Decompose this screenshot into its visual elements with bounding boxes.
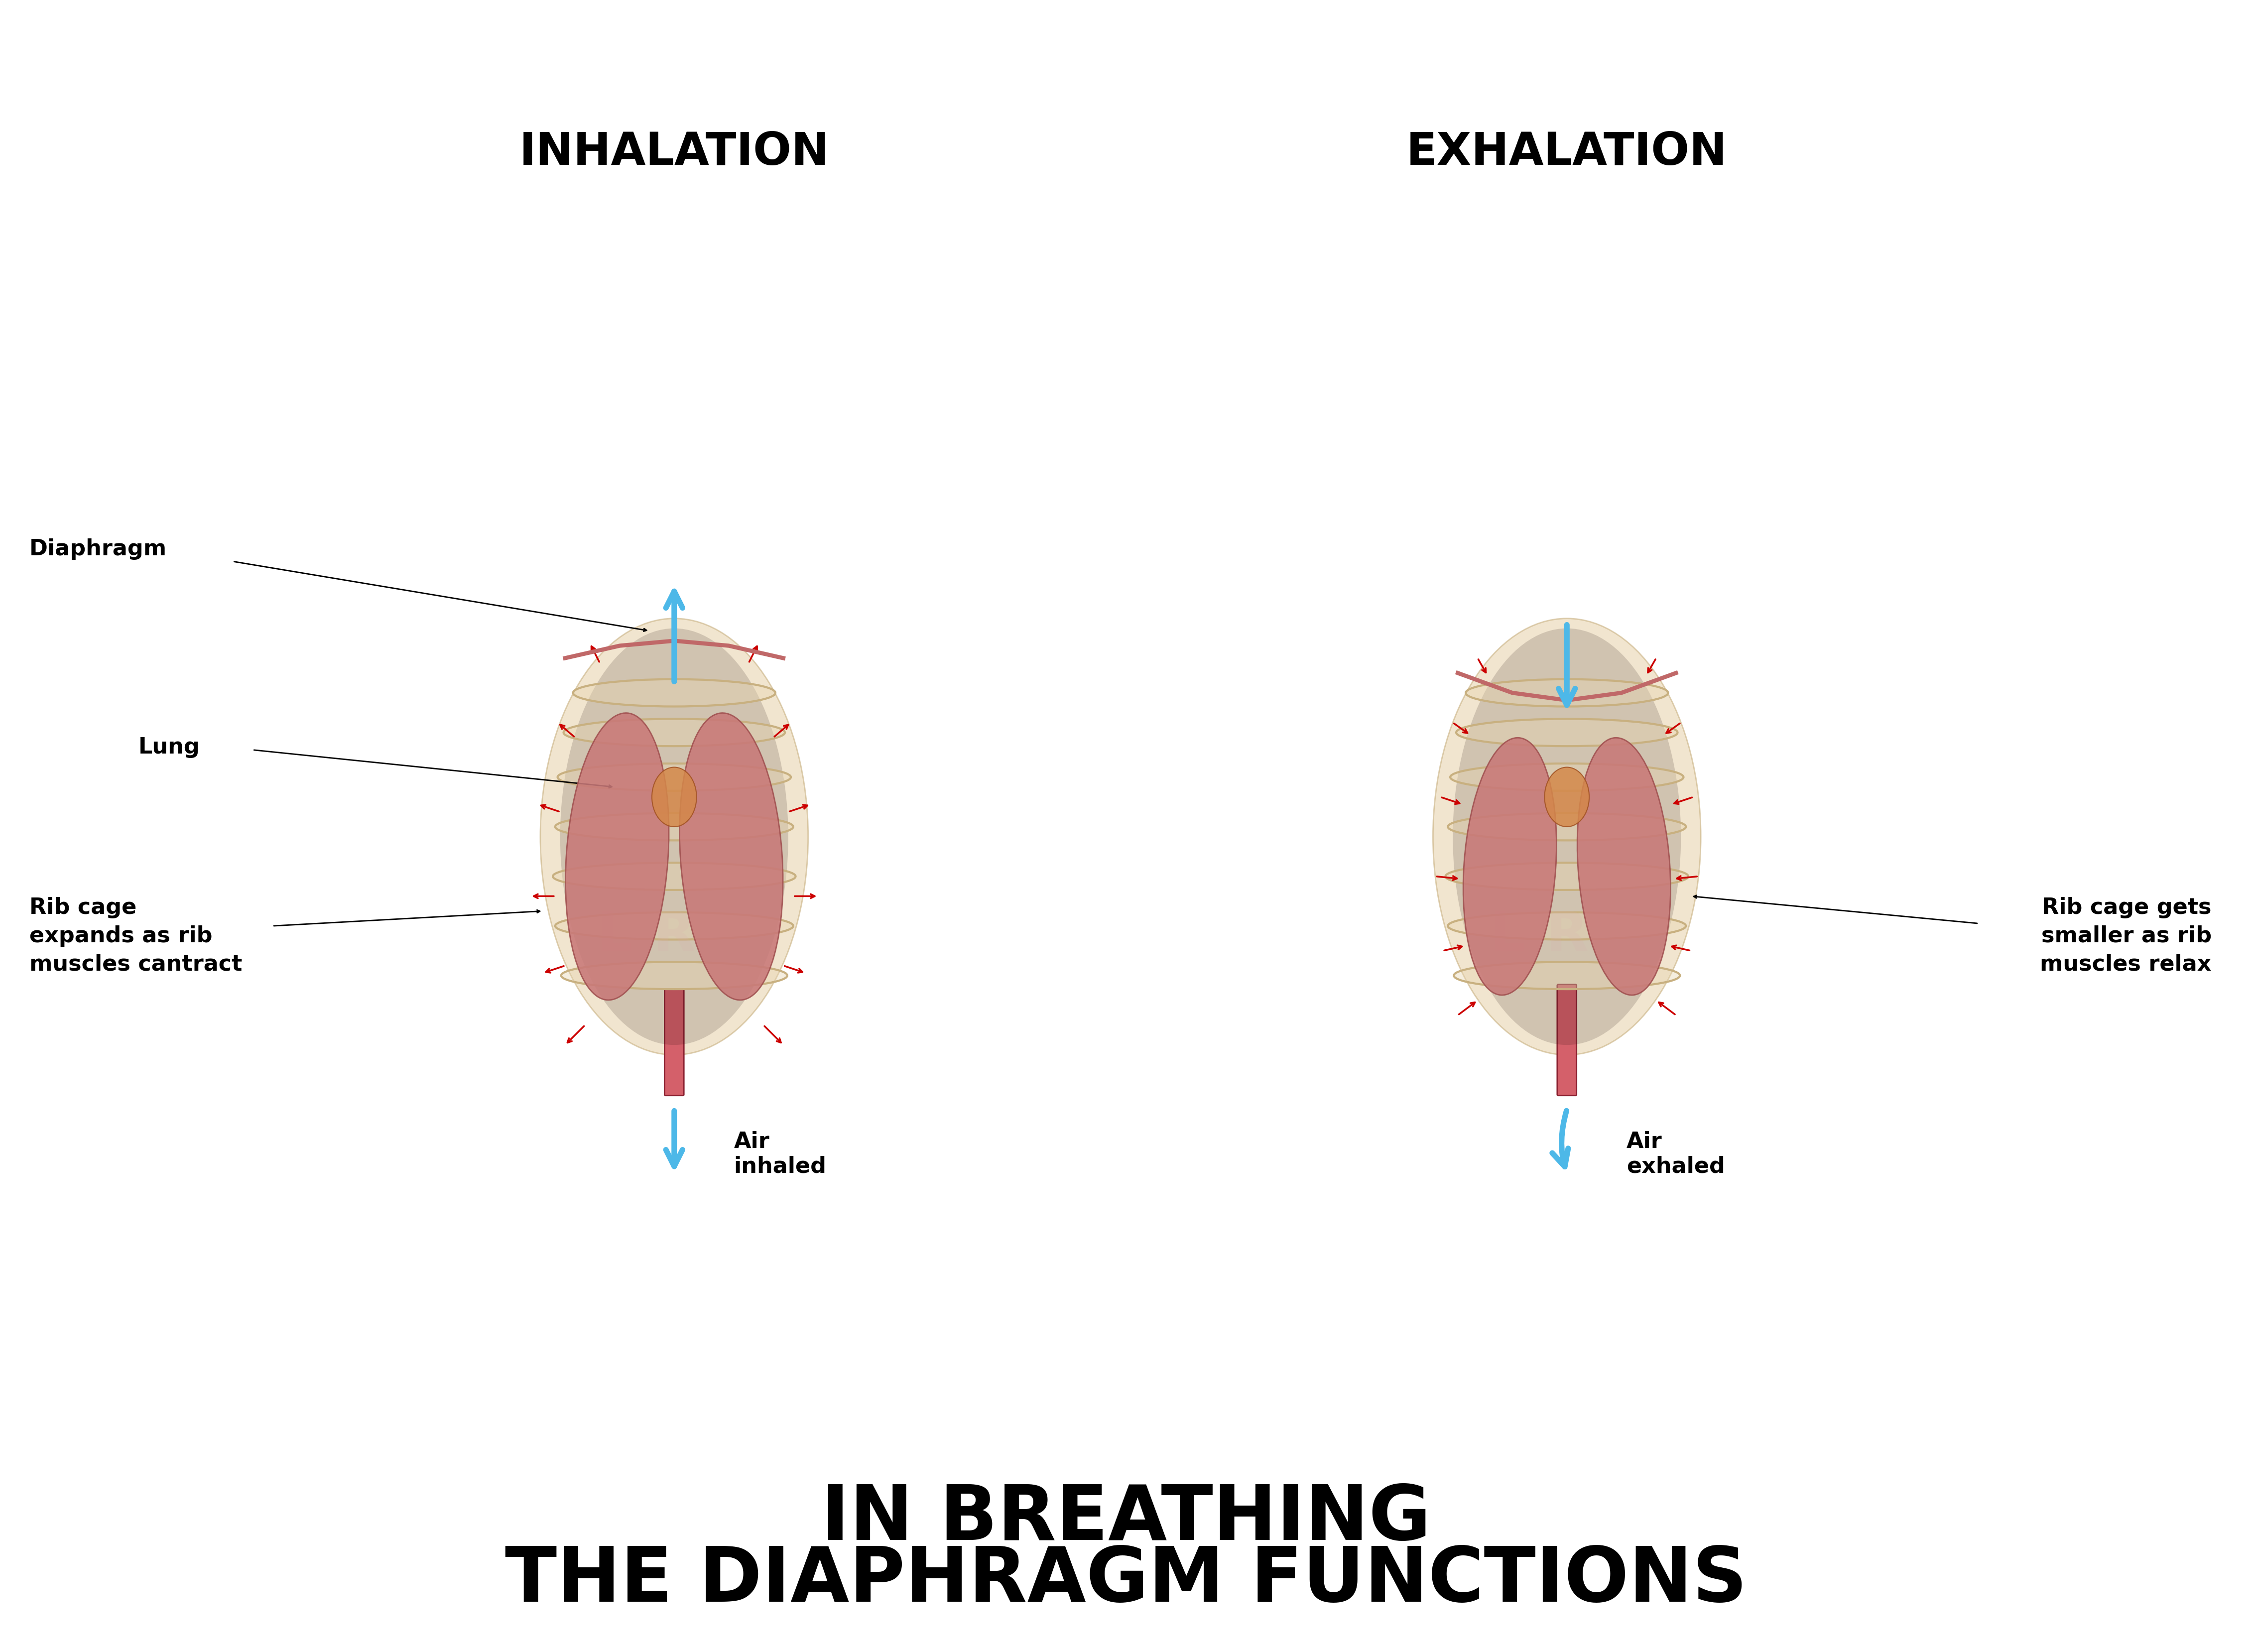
Ellipse shape [1455, 961, 1680, 990]
Ellipse shape [552, 862, 795, 890]
Ellipse shape [651, 767, 696, 826]
Text: INHALATION: INHALATION [520, 131, 829, 173]
Ellipse shape [1453, 628, 1680, 1046]
Ellipse shape [565, 714, 669, 999]
Ellipse shape [680, 714, 784, 999]
Ellipse shape [1448, 813, 1687, 841]
Ellipse shape [1464, 738, 1556, 995]
Ellipse shape [1448, 912, 1687, 940]
Ellipse shape [563, 719, 786, 747]
Text: Rib cage
expands as rib
muscles cantract: Rib cage expands as rib muscles cantract [29, 897, 243, 975]
Ellipse shape [1545, 767, 1590, 826]
Text: L: L [1491, 909, 1525, 963]
Text: Rib cage gets
smaller as rib
muscles relax: Rib cage gets smaller as rib muscles rel… [2040, 897, 2211, 975]
Text: Diaphragm: Diaphragm [29, 539, 167, 560]
Ellipse shape [558, 763, 790, 791]
FancyBboxPatch shape [1556, 985, 1576, 1095]
Ellipse shape [561, 961, 788, 990]
Ellipse shape [540, 618, 808, 1056]
Text: Lung: Lung [140, 737, 200, 758]
Ellipse shape [1432, 618, 1700, 1056]
Ellipse shape [1450, 763, 1684, 791]
Text: R: R [653, 909, 696, 963]
Ellipse shape [561, 628, 788, 1046]
Text: L: L [597, 909, 633, 963]
Text: Air
inhaled: Air inhaled [734, 1132, 826, 1178]
Ellipse shape [556, 912, 793, 940]
Ellipse shape [1446, 862, 1689, 890]
Text: R: R [1545, 909, 1588, 963]
Text: EXHALATION: EXHALATION [1408, 131, 1727, 173]
Text: THE DIAPHRAGM FUNCTIONS: THE DIAPHRAGM FUNCTIONS [504, 1543, 1748, 1617]
Ellipse shape [572, 679, 775, 707]
Ellipse shape [1576, 738, 1671, 995]
Ellipse shape [1457, 719, 1678, 747]
Ellipse shape [556, 813, 793, 841]
Ellipse shape [1466, 679, 1669, 707]
Text: Air
exhaled: Air exhaled [1626, 1132, 1725, 1178]
FancyBboxPatch shape [664, 990, 685, 1095]
Text: IN BREATHING: IN BREATHING [822, 1482, 1430, 1556]
